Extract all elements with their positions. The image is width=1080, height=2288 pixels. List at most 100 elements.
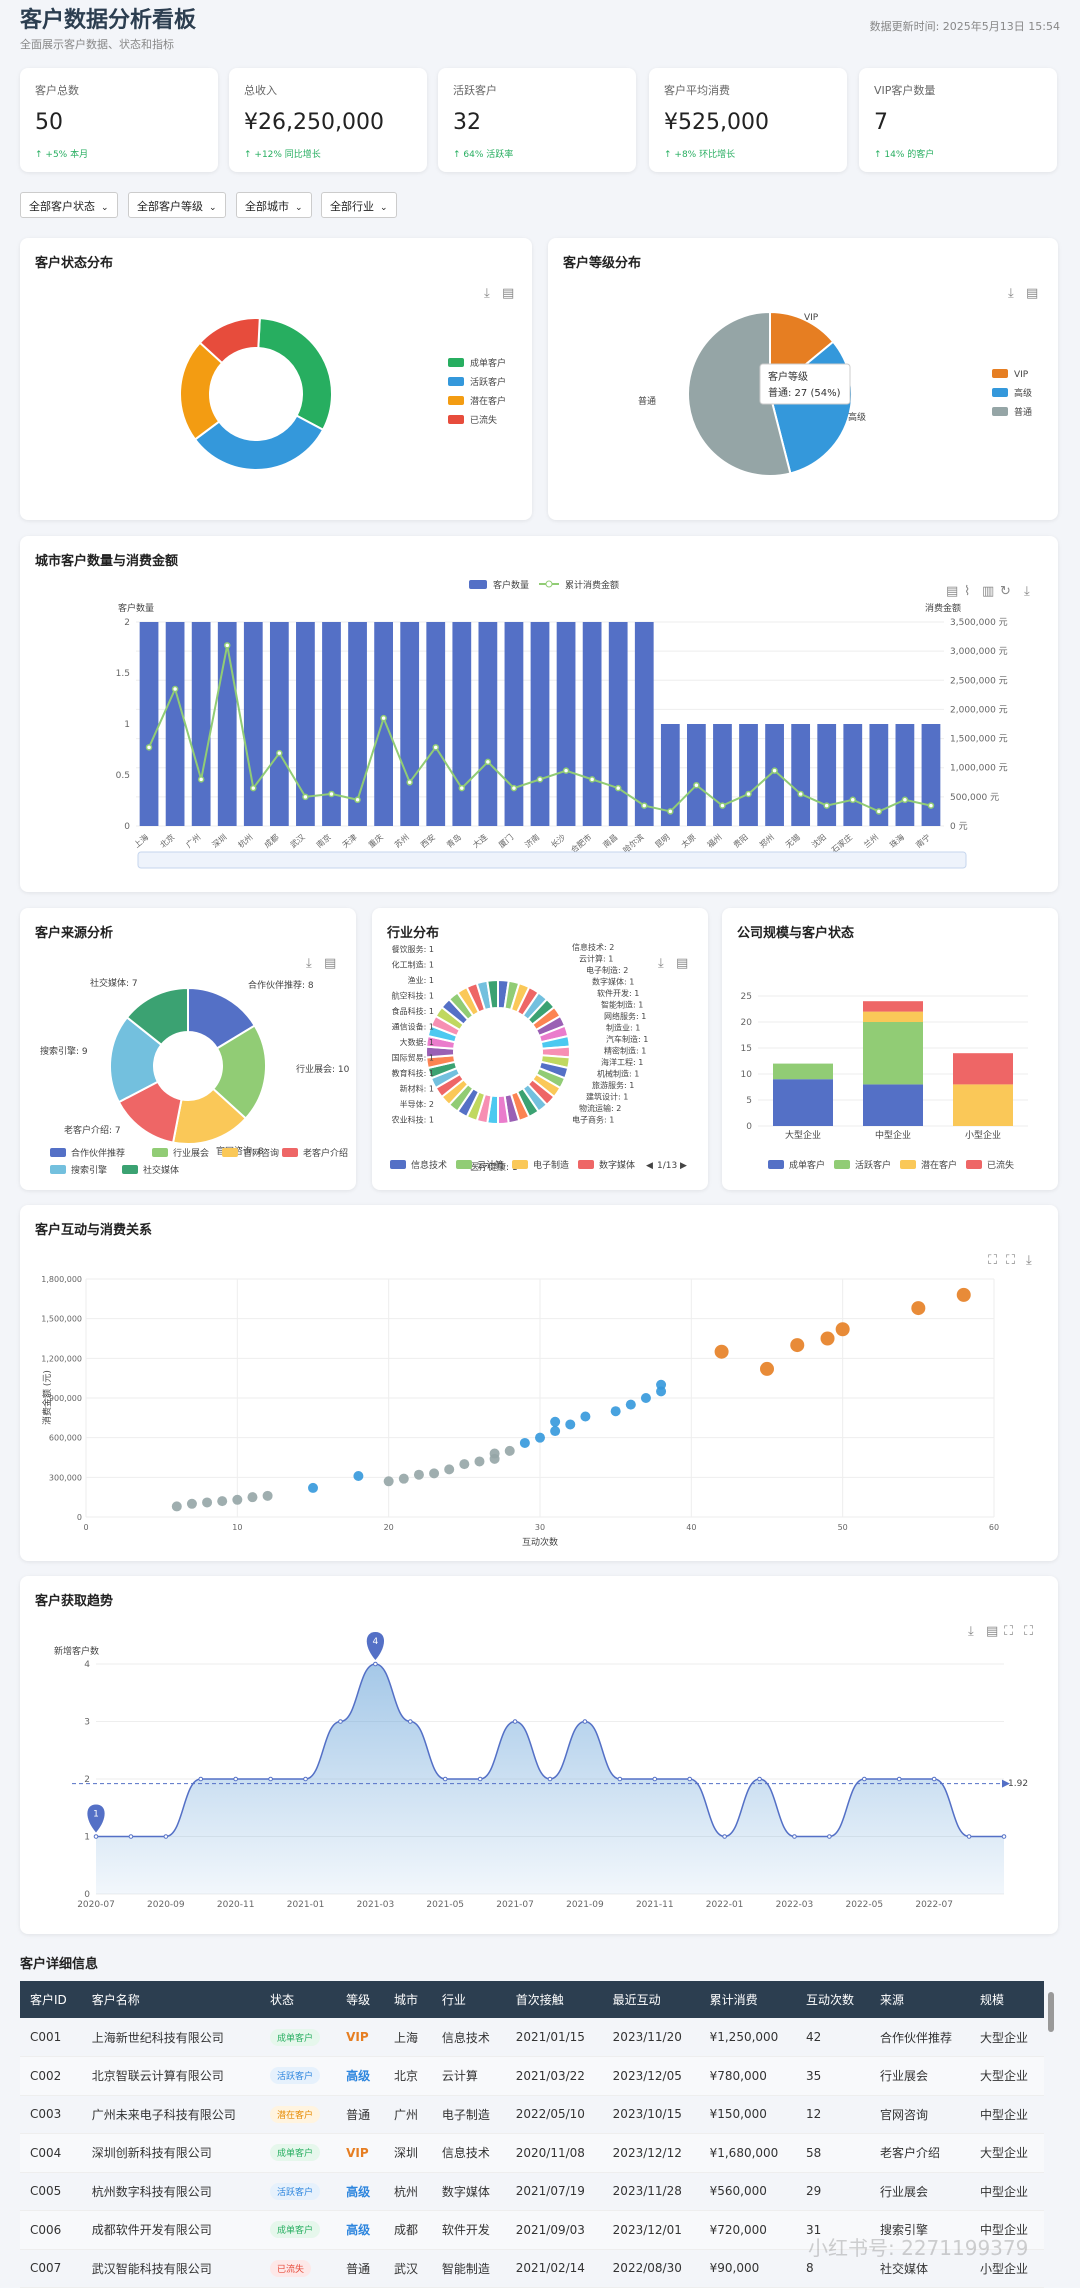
scatter-point (956, 1287, 971, 1302)
table-cell: C002 (20, 2056, 82, 2096)
scatter-point (610, 1406, 621, 1417)
data-view-icon[interactable]: ▤ (986, 1624, 999, 1639)
legend-swatch (834, 1160, 850, 1169)
table-row[interactable]: C006 成都软件开发有限公司 成单客户 高级 成都 软件开发 2021/09/03 2023… (20, 2210, 1044, 2250)
table-cell: 大型企业 (969, 2056, 1044, 2096)
data-view-icon[interactable]: ▤ (946, 584, 959, 599)
data-view-icon[interactable]: ▤ (676, 956, 689, 971)
column-header[interactable]: 累计消费 (699, 1981, 797, 2018)
cell-text: 2023/11/28 (612, 2184, 682, 2199)
download-icon[interactable]: ⤓ (658, 956, 664, 971)
zoom-icon[interactable]: ⛶ (988, 1253, 998, 1268)
scatter-point (640, 1393, 651, 1403)
table-cell: 信息技术 (431, 2133, 506, 2173)
spend-point (745, 790, 752, 798)
line-chart-icon[interactable]: ⌇ (964, 584, 971, 599)
table-row[interactable]: C003 广州未来电子科技有限公司 潜在客户 普通 广州 电子制造 2022/05/10 20… (20, 2095, 1044, 2134)
cell-text: 大型企业 (979, 2146, 1028, 2161)
stat-label: 总收入 (244, 84, 277, 97)
cell-text: 29 (806, 2184, 822, 2199)
column-header[interactable]: 互动次数 (796, 1981, 870, 2018)
y-tick-label: 1 (84, 1833, 90, 1843)
column-header[interactable]: 最近互动 (602, 1981, 700, 2018)
data-view-icon[interactable]: ▤ (502, 286, 515, 301)
table-row[interactable]: C007 武汉智能科技有限公司 已流失 普通 武汉 智能制造 2021/02/14 2022/… (20, 2249, 1044, 2288)
column-header[interactable]: 等级 (336, 1981, 384, 2018)
city-bar (739, 724, 758, 826)
filter-label: 全部城市 (245, 200, 289, 213)
download-icon[interactable]: ⤓ (1024, 584, 1030, 599)
spend-point (250, 784, 257, 792)
table-row[interactable]: C004 深圳创新科技有限公司 成单客户 VIP 深圳 信息技术 2020/11/08 202… (20, 2133, 1044, 2173)
trend-point (408, 1719, 413, 1724)
status-badge: 成单客户 (270, 2221, 321, 2239)
table-row[interactable]: C005 杭州数字科技有限公司 活跃客户 高级 杭州 数字媒体 2021/07/19 2023… (20, 2172, 1044, 2211)
data-view-icon[interactable]: ▤ (324, 956, 337, 971)
column-header[interactable]: 来源 (869, 1981, 970, 2018)
table-row[interactable]: C002 北京智联云计算有限公司 活跃客户 高级 北京 云计算 2021/03/22 2023… (20, 2056, 1044, 2096)
column-header[interactable]: 客户名称 (81, 1981, 261, 2018)
legend-label: 搜索引擎 (71, 1164, 107, 1176)
download-icon[interactable]: ⤓ (1008, 286, 1014, 301)
y-tick-label: 2,000,000 元 (950, 705, 1008, 715)
spend-point (145, 744, 153, 751)
x-tick-label: 2021-05 (426, 1900, 464, 1910)
table-cell: 数字媒体 (431, 2172, 506, 2211)
y-tick-label: 1,800,000 (41, 1275, 82, 1284)
y-right-axis-label: 消费金额 (925, 602, 961, 614)
legend-swatch (122, 1165, 138, 1174)
city-bar (843, 724, 863, 826)
bar-chart-icon[interactable]: ▥ (982, 584, 995, 599)
restore-icon[interactable]: ↻ (1000, 584, 1011, 599)
filter-city-select[interactable]: 全部城市 ⌄ (236, 192, 312, 218)
legend-next-icon[interactable]: ▶ (680, 1161, 687, 1171)
stacked-bar-segment (863, 1084, 923, 1126)
legend-label: 老客户介绍 (303, 1147, 348, 1159)
table-row[interactable]: C001 上海新世纪科技有限公司 成单客户 VIP 上海 信息技术 2021/01/15 20… (20, 2018, 1044, 2057)
legend-prev-icon[interactable]: ◀ (646, 1161, 653, 1171)
scatter-point (247, 1492, 258, 1503)
x-tick-label: 2021-07 (496, 1900, 534, 1910)
zoom-icon[interactable]: ⛶ (1004, 1624, 1014, 1639)
table-scrollbar[interactable] (1048, 1992, 1054, 2032)
cell-text: 中型企业 (979, 2223, 1028, 2238)
table-cell: 8 (796, 2249, 870, 2288)
cell-text: 中型企业 (979, 2107, 1028, 2122)
y-tick-label: 3,000,000 元 (950, 647, 1008, 657)
cell-text: ¥560,000 (709, 2184, 767, 2199)
x-tick-label: 济南 (523, 832, 542, 850)
table-cell: 高级 (336, 2172, 384, 2211)
stat-card-vip-count: VIP客户数量 7 ↑ 14% 的客户 (859, 68, 1057, 172)
x-tick-label: 苏州 (392, 832, 411, 850)
filter-industry-select[interactable]: 全部行业 ⌄ (321, 192, 397, 218)
y-tick-label: 3 (84, 1718, 90, 1728)
y-tick-label: 2,500,000 元 (950, 676, 1008, 686)
column-header[interactable]: 行业 (431, 1981, 506, 2018)
column-header[interactable]: 客户ID (20, 1981, 82, 2018)
city-bar (243, 622, 263, 826)
source-donut-svg: 合作伙伴推荐: 8 行业展会: 10 官网咨询: 8 老客户介绍: 7 搜索引擎… (40, 977, 350, 1176)
column-header[interactable]: 城市 (383, 1981, 432, 2018)
column-header[interactable]: 规模 (969, 1981, 1044, 2018)
column-header[interactable]: 首次接触 (505, 1981, 603, 2018)
filter-status-select[interactable]: 全部客户状态 ⌄ (20, 192, 118, 218)
legend-swatch (222, 1148, 238, 1157)
stat-value: 32 (453, 110, 481, 135)
download-icon[interactable]: ⤓ (1026, 1253, 1032, 1268)
slice-label: 医疗健康: 1 (470, 1161, 518, 1173)
download-icon[interactable]: ⤓ (306, 956, 312, 971)
legend-label: 潜在客户 (921, 1159, 957, 1171)
download-icon[interactable]: ⤓ (484, 286, 490, 301)
chart-title: 城市客户数量与消费金额 (35, 554, 179, 569)
zoom-slider[interactable] (137, 851, 967, 869)
cell-text: 58 (806, 2145, 822, 2160)
table-cell: 搜索引擎 (869, 2210, 970, 2250)
zoom-reset-icon[interactable]: ⛶ (1006, 1253, 1016, 1268)
zoom-reset-icon[interactable]: ⛶ (1024, 1624, 1034, 1639)
industry-donut-svg: 餐饮服务: 1 化工制造: 1 渔业: 1 航空科技: 1 食品科技: 1 通信设备: 1… (390, 942, 687, 1173)
stat-card-active-customers: 活跃客户 32 ↑ 64% 活跃率 (438, 68, 636, 172)
column-header[interactable]: 状态 (260, 1981, 337, 2018)
filter-level-select[interactable]: 全部客户等级 ⌄ (128, 192, 226, 218)
download-icon[interactable]: ⤓ (968, 1624, 974, 1639)
data-view-icon[interactable]: ▤ (1026, 286, 1039, 301)
